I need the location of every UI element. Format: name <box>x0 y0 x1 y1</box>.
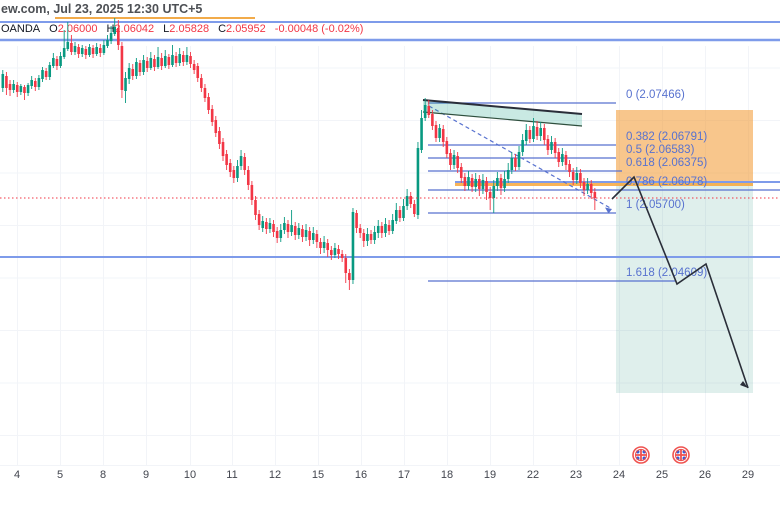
x-axis-label: 12 <box>268 469 282 481</box>
uk-economic-event-icon[interactable] <box>632 446 650 464</box>
x-axis-label: 29 <box>741 469 755 481</box>
trendline-arrowhead <box>605 207 612 214</box>
x-axis-label: 18 <box>440 469 454 481</box>
x-axis-label: 22 <box>526 469 540 481</box>
fib-level-label: 0.382 (2.06791) <box>626 131 707 143</box>
high-label: H <box>106 23 115 35</box>
symbol-source-label: OANDA <box>1 23 41 35</box>
x-axis-label: 16 <box>354 469 368 481</box>
x-axis-label: 8 <box>99 469 107 481</box>
low-label: L <box>163 23 170 35</box>
x-axis-label: 23 <box>569 469 583 481</box>
x-axis-label: 19 <box>483 469 497 481</box>
high-value: 2.06042 <box>114 23 155 35</box>
entry-zone-band[interactable] <box>455 181 753 186</box>
ohlc-legend[interactable]: OANDA O2.06000 H2.06042 L2.05828 C2.0595… <box>1 23 363 35</box>
low-value: 2.05828 <box>169 23 210 35</box>
price-projection-arrow[interactable] <box>611 175 749 389</box>
x-axis-label: 24 <box>612 469 626 481</box>
candlestick-series <box>1 18 597 290</box>
x-axis-label: 17 <box>397 469 411 481</box>
bear-flag-channel[interactable] <box>423 100 582 126</box>
fib-level-label: 0 (2.07466) <box>626 89 685 101</box>
x-axis-label: 15 <box>311 469 325 481</box>
projection-arrowhead <box>740 381 748 388</box>
x-axis-label: 10 <box>183 469 197 481</box>
x-axis-label: 9 <box>142 469 150 481</box>
x-axis-label: 5 <box>56 469 64 481</box>
change-value: -0.00048 (-0.02%) <box>274 23 364 35</box>
x-axis-label: 11 <box>226 469 238 481</box>
fib-level-label: 0.618 (2.06375) <box>626 157 707 169</box>
open-label: O <box>49 23 58 35</box>
x-axis-label: 26 <box>698 469 712 481</box>
fib-level-label: 0.786 (2.06078) <box>626 176 707 188</box>
fib-level-label: 1.618 (2.04609) <box>626 267 707 279</box>
target-zone[interactable] <box>616 182 753 393</box>
x-axis-label: 4 <box>13 469 21 481</box>
close-value: 2.05952 <box>226 23 266 35</box>
close-label: C <box>218 23 227 35</box>
supply-zone[interactable] <box>616 110 753 182</box>
fib-level-label: 1 (2.05700) <box>626 199 685 211</box>
uk-economic-event-icon[interactable] <box>672 446 690 464</box>
fib-level-label: 0.5 (2.06583) <box>626 144 695 156</box>
channel-bottom-edge <box>422 111 583 127</box>
channel-top-edge <box>422 99 583 115</box>
x-axis-label: 25 <box>655 469 669 481</box>
time-axis[interactable]: 4 5 8 9 10 11 12 15 16 17 18 19 22 23 24 25 26 29 <box>0 469 780 485</box>
chart-watermark: ew.com, Jul 23, 2025 12:30 UTC+5 <box>1 2 203 16</box>
